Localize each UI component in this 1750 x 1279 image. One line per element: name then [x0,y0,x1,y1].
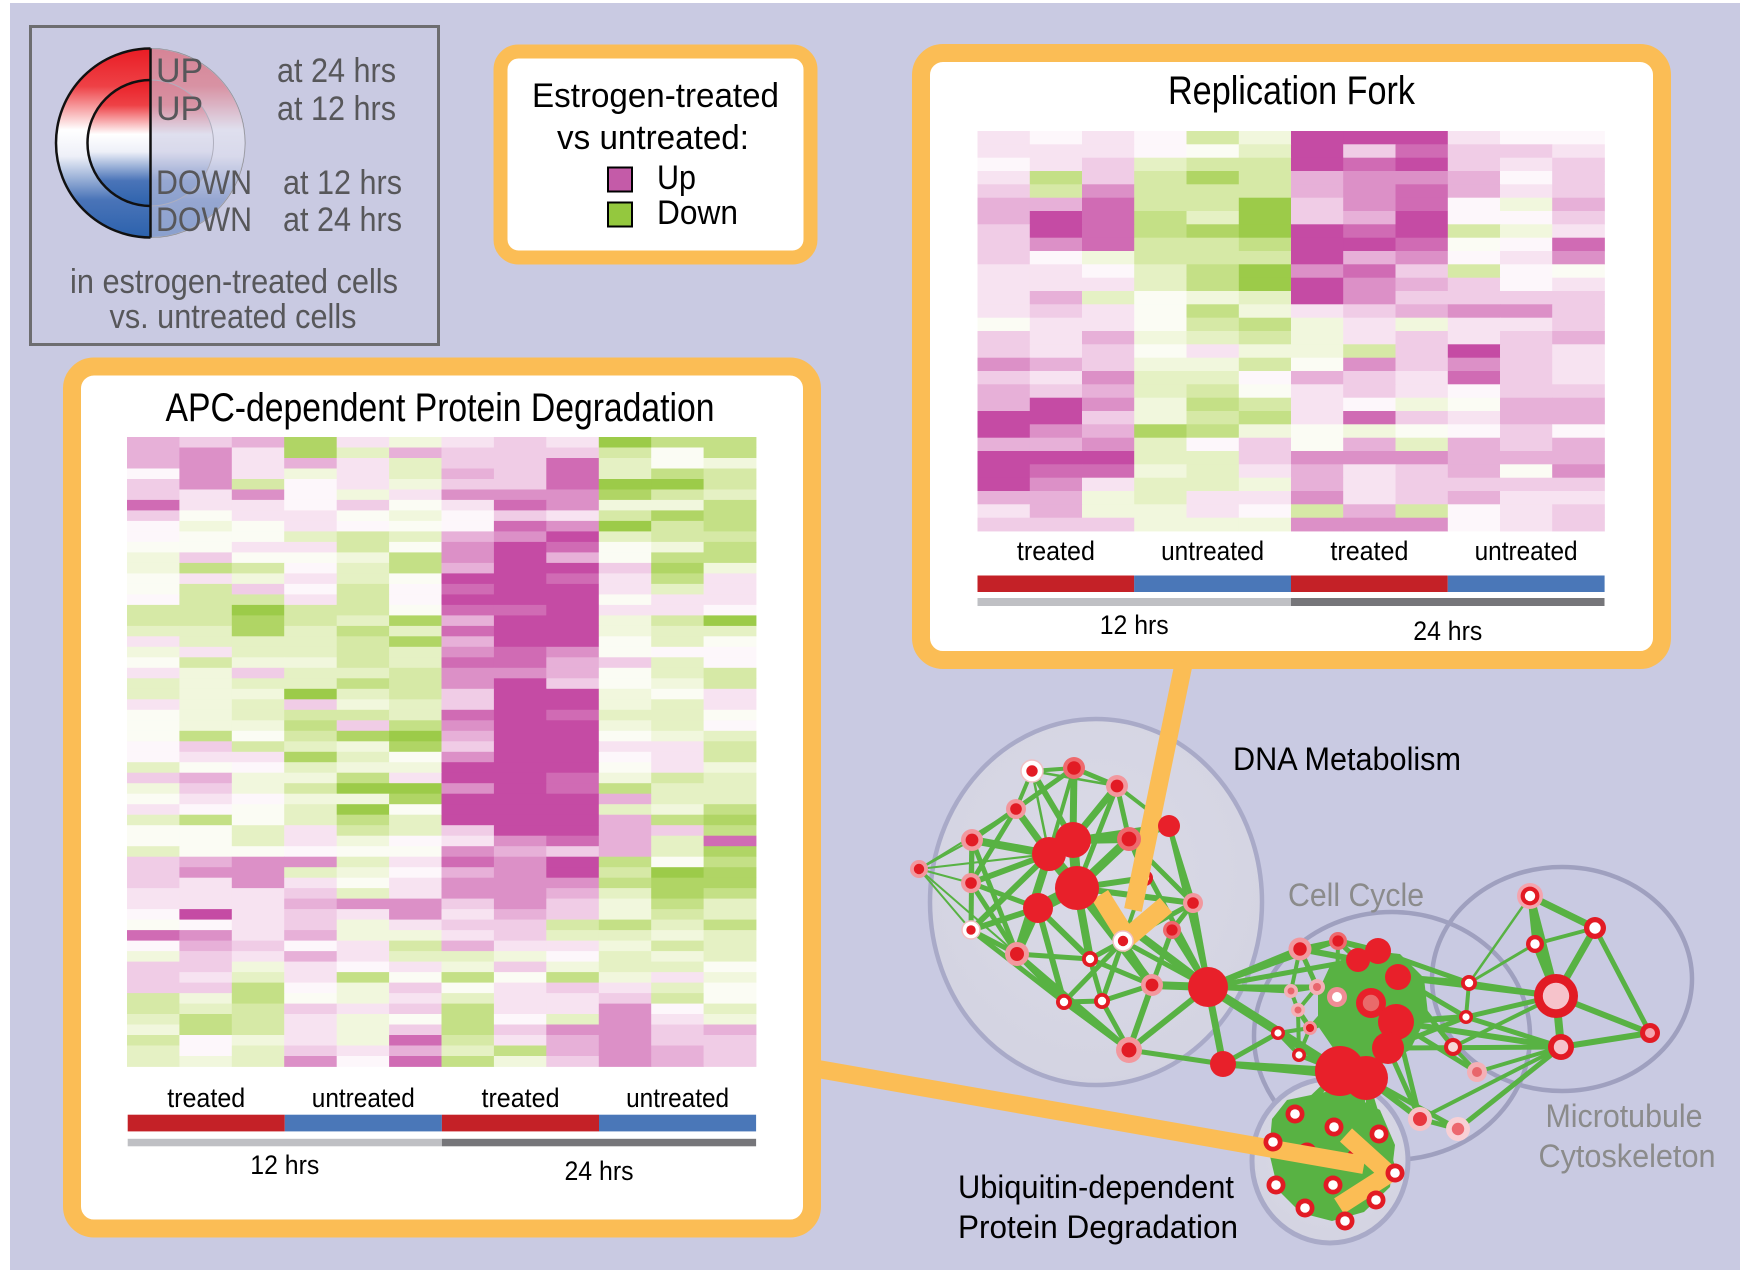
svg-text:12 hrs: 12 hrs [250,1150,319,1180]
svg-text:Up: Up [657,159,696,197]
svg-text:untreated: untreated [1475,536,1578,566]
svg-text:at 24 hrs: at 24 hrs [283,201,402,239]
svg-text:treated: treated [167,1083,245,1113]
svg-text:untreated: untreated [626,1083,729,1113]
svg-text:vs untreated:: vs untreated: [557,119,749,157]
svg-text:Microtubule: Microtubule [1546,1098,1703,1134]
svg-text:treated: treated [1017,536,1095,566]
svg-text:DNA Metabolism: DNA Metabolism [1233,741,1461,777]
svg-text:vs. untreated cells: vs. untreated cells [110,298,357,336]
svg-text:treated: treated [1330,536,1408,566]
svg-text:24 hrs: 24 hrs [1413,616,1482,646]
svg-text:untreated: untreated [1161,536,1264,566]
svg-text:Down: Down [657,194,738,232]
svg-text:12 hrs: 12 hrs [1100,610,1169,640]
svg-text:Replication Fork: Replication Fork [1168,69,1416,113]
svg-text:Cell Cycle: Cell Cycle [1288,877,1424,913]
svg-text:24 hrs: 24 hrs [565,1156,634,1186]
svg-text:at 24 hrs: at 24 hrs [277,52,396,90]
svg-text:Ubiquitin-dependent: Ubiquitin-dependent [958,1169,1234,1205]
svg-text:DOWN: DOWN [156,164,252,202]
svg-text:UP: UP [156,52,203,90]
svg-text:in estrogen-treated cells: in estrogen-treated cells [70,263,398,301]
svg-text:at 12 hrs: at 12 hrs [277,90,396,128]
svg-text:Cytoskeleton: Cytoskeleton [1539,1138,1716,1174]
svg-text:at 12 hrs: at 12 hrs [283,164,402,202]
svg-text:UP: UP [156,90,203,128]
svg-text:Protein Degradation: Protein Degradation [958,1209,1238,1245]
svg-text:treated: treated [482,1083,560,1113]
svg-text:untreated: untreated [312,1083,415,1113]
svg-text:APC-dependent Protein Degradat: APC-dependent Protein Degradation [166,386,715,430]
svg-text:DOWN: DOWN [156,201,252,239]
svg-text:Estrogen-treated: Estrogen-treated [532,77,779,115]
